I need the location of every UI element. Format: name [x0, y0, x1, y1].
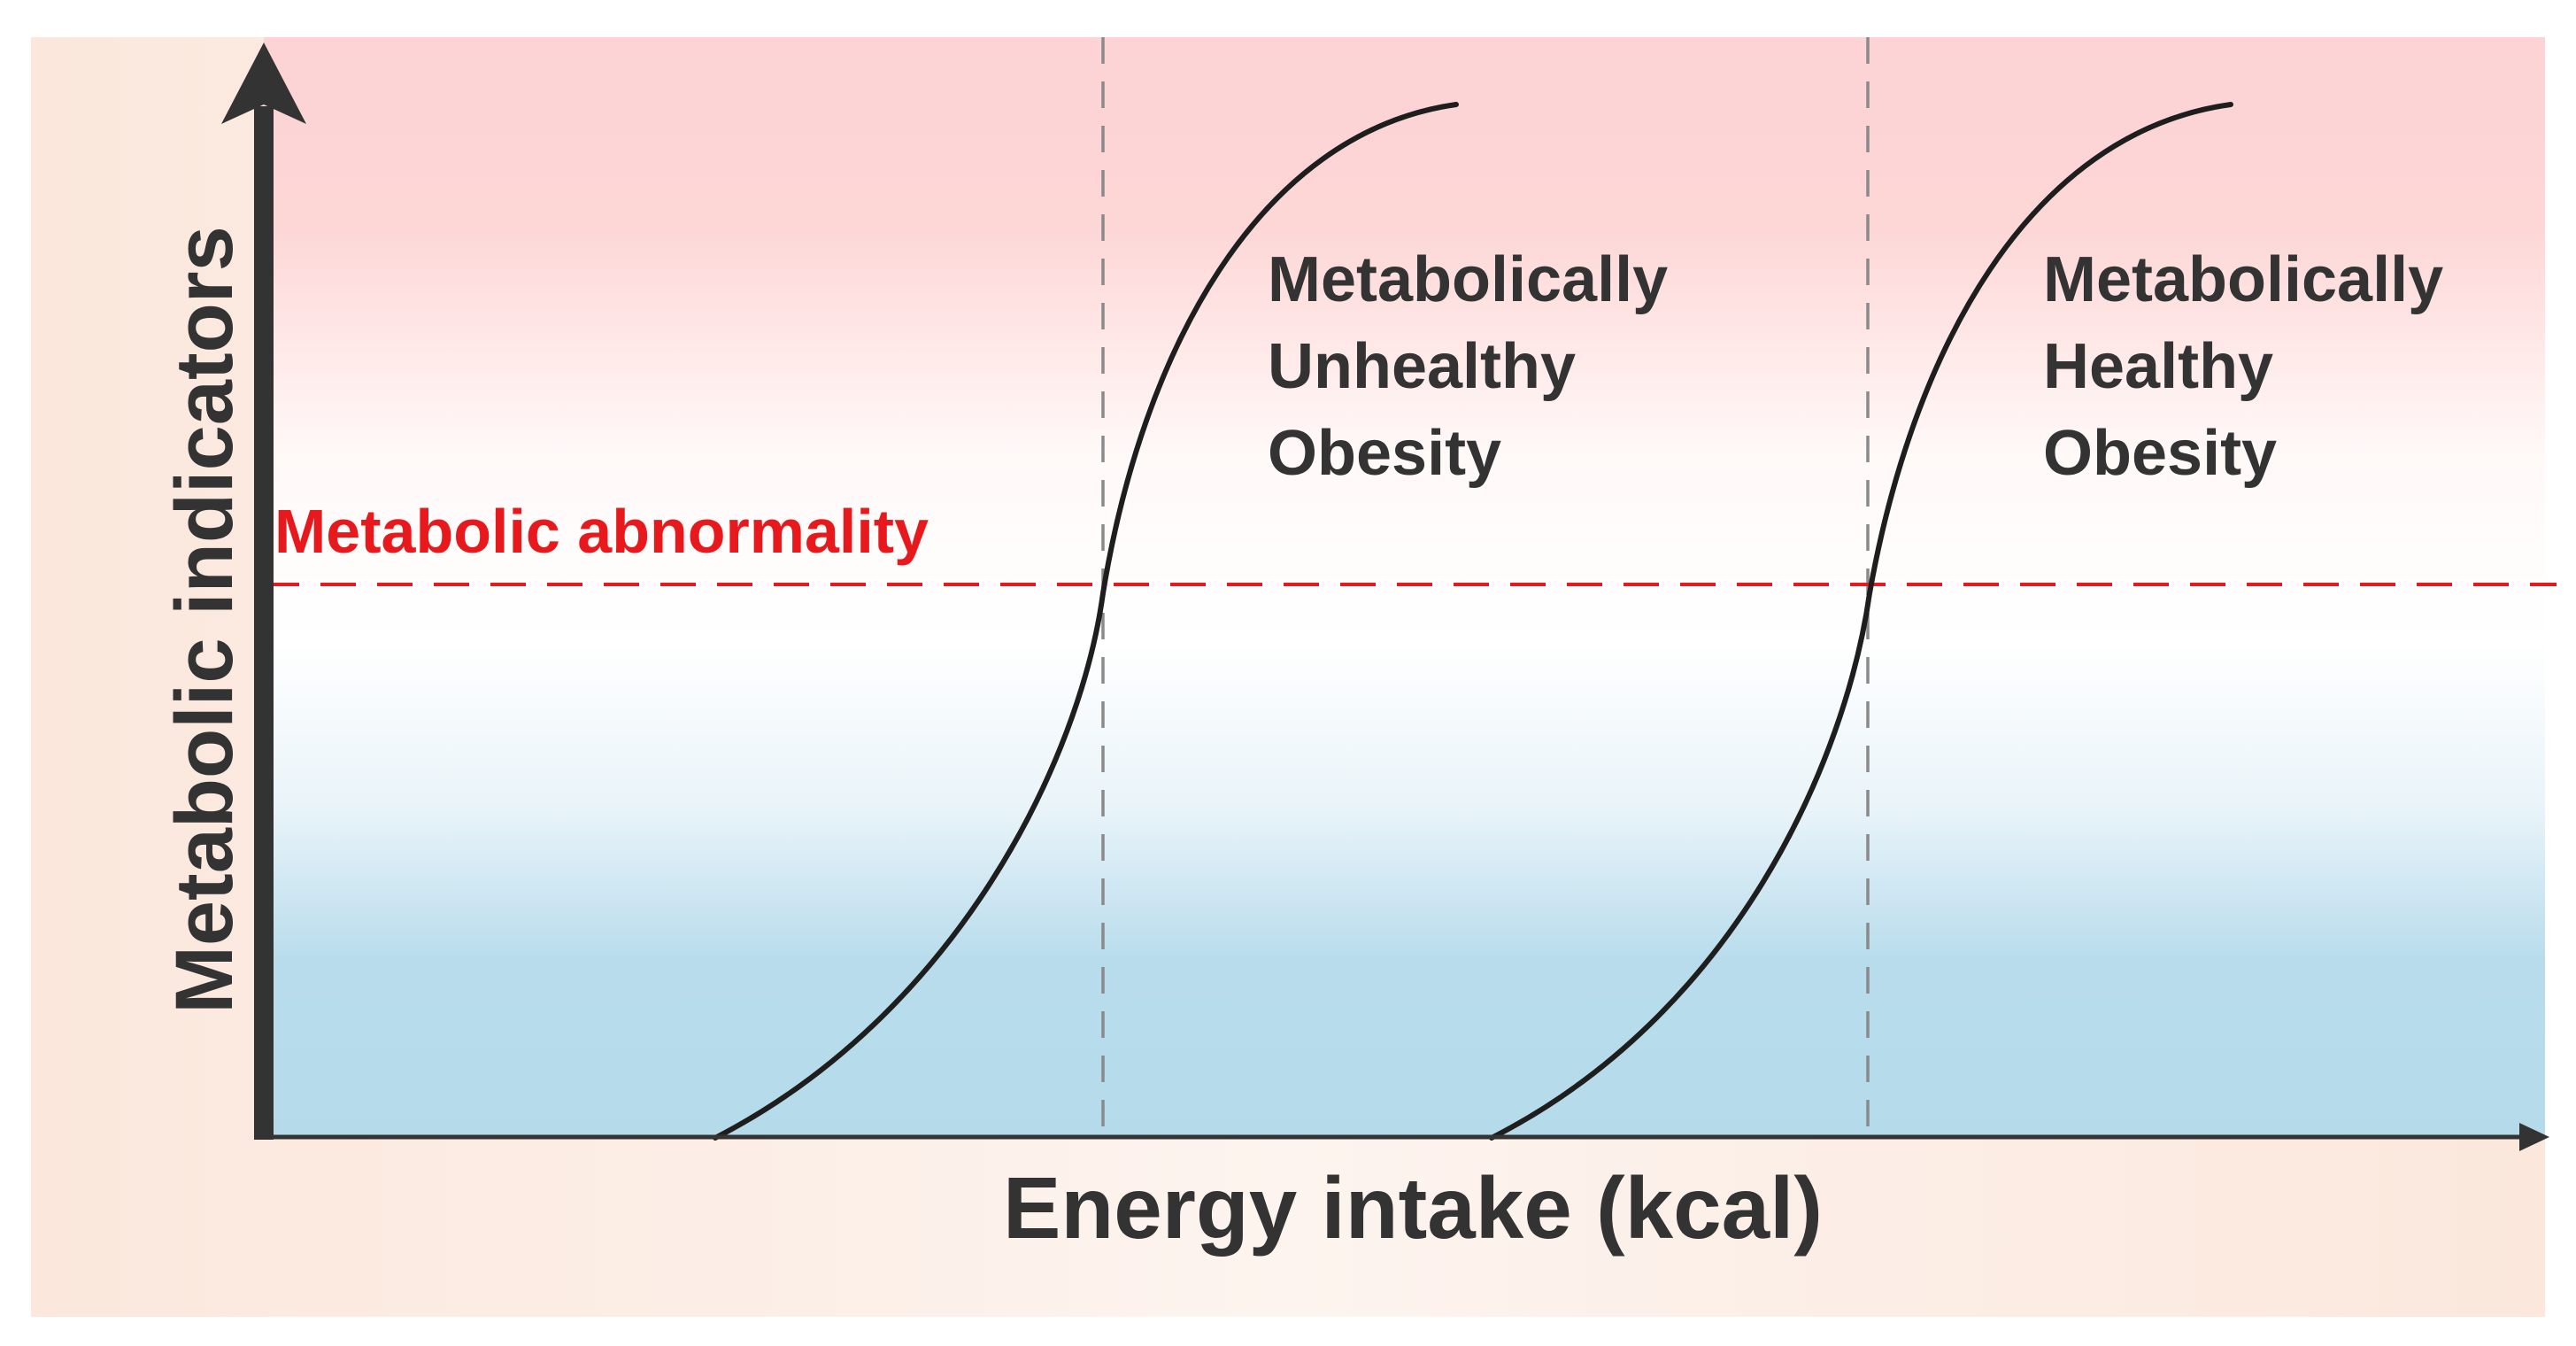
y-axis-label: Metabolic indicators — [159, 226, 250, 1014]
unhealthy-label-line-3: Obesity — [1268, 418, 1501, 489]
curve-healthy-obesity — [1489, 102, 2233, 1141]
abnormality-threshold-label: Metabolic abnormality — [274, 497, 929, 566]
x-axis-label: Energy intake (kcal) — [1003, 1159, 1823, 1257]
unhealthy-obesity-label: Metabolically Unhealthy Obesity — [1268, 244, 1668, 489]
healthy-label-line-3: Obesity — [2043, 418, 2277, 489]
unhealthy-label-line-2: Unhealthy — [1268, 331, 1576, 402]
unhealthy-label-line-1: Metabolically — [1268, 244, 1668, 315]
curve-unhealthy-obesity — [713, 102, 1459, 1141]
plot-background — [264, 37, 2545, 1137]
healthy-obesity-label: Metabolically Healthy Obesity — [2043, 244, 2443, 489]
healthy-label-line-2: Healthy — [2043, 331, 2273, 402]
healthy-label-line-1: Metabolically — [2043, 244, 2443, 315]
x-axis-arrowhead — [2519, 1123, 2549, 1151]
y-axis-arrowhead — [221, 43, 306, 124]
